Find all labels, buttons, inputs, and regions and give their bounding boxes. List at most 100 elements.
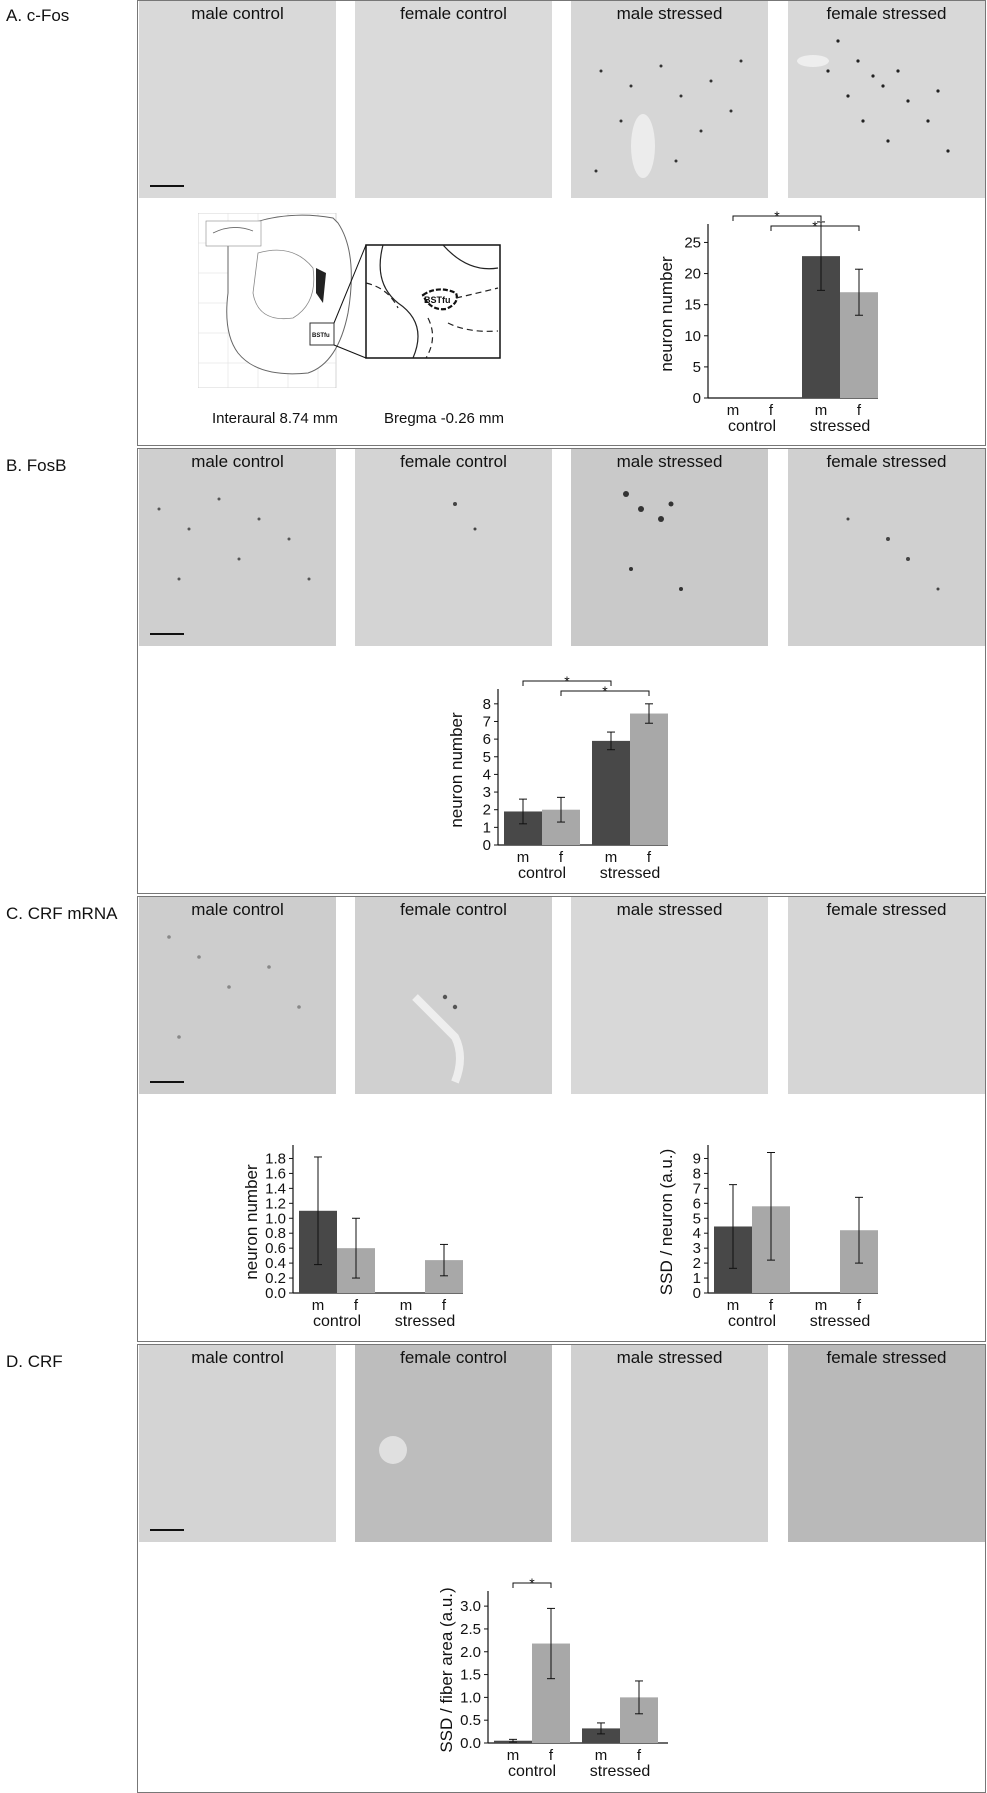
micrograph-texture bbox=[788, 897, 985, 1094]
significance-star: * bbox=[529, 1575, 535, 1591]
micrograph-male-control: male control bbox=[139, 1, 336, 198]
micrograph-texture bbox=[355, 897, 552, 1094]
micrograph-female-control: female control bbox=[355, 897, 552, 1094]
panel-label-a: A. c-Fos bbox=[6, 6, 70, 25]
image-caption: male control bbox=[191, 452, 284, 471]
micrograph-female-stressed: female stressed bbox=[788, 1345, 985, 1542]
micrograph-texture bbox=[571, 1345, 768, 1542]
y-tick-label: 0 bbox=[693, 1285, 701, 1302]
y-tick-label: 2 bbox=[693, 1255, 701, 1272]
micrograph-male-stressed: male stressed bbox=[571, 1345, 768, 1542]
y-tick-label: 1.8 bbox=[265, 1150, 286, 1167]
y-axis-label: neuron number bbox=[242, 1164, 261, 1280]
y-tick-label: 4 bbox=[693, 1225, 701, 1242]
bar bbox=[630, 713, 668, 845]
image-caption: female control bbox=[400, 1348, 507, 1367]
significance-star: * bbox=[774, 208, 780, 224]
bar bbox=[582, 1728, 620, 1743]
micrograph-female-stressed: female stressed bbox=[788, 449, 985, 646]
micrograph-male-control: male control bbox=[139, 1345, 336, 1542]
image-caption: male stressed bbox=[616, 452, 723, 471]
panel-d: male control female control male stresse… bbox=[137, 1344, 986, 1793]
group-label: control bbox=[728, 1313, 776, 1330]
micrograph-female-stressed: female stressed bbox=[788, 897, 985, 1094]
group-label: stressed bbox=[590, 1763, 650, 1780]
micrograph-texture bbox=[139, 897, 336, 1094]
y-tick-label: 3.0 bbox=[460, 1598, 481, 1615]
y-tick-label: 0.0 bbox=[460, 1735, 481, 1752]
y-tick-label: 20 bbox=[684, 266, 701, 283]
y-tick-label: 25 bbox=[684, 234, 701, 251]
y-tick-label: 0 bbox=[693, 390, 701, 407]
micrograph-texture bbox=[788, 1345, 985, 1542]
image-caption: female control bbox=[400, 452, 507, 471]
scale-bar bbox=[150, 1529, 184, 1531]
micrograph-male-stressed: male stressed bbox=[571, 897, 768, 1094]
x-tick-label: f bbox=[769, 1297, 774, 1314]
y-tick-label: 7 bbox=[483, 713, 491, 730]
y-axis-label: SSD / neuron (a.u.) bbox=[657, 1149, 676, 1295]
micrograph-male-control: male control bbox=[139, 449, 336, 646]
significance-bracket bbox=[512, 1582, 552, 1588]
y-tick-label: 5 bbox=[483, 749, 491, 766]
y-tick-label: 15 bbox=[684, 297, 701, 314]
micrograph-texture bbox=[571, 449, 768, 646]
micrograph-female-control: female control bbox=[355, 1, 552, 198]
x-tick-label: f bbox=[354, 1297, 359, 1314]
y-tick-label: 9 bbox=[693, 1150, 701, 1167]
scale-bar bbox=[150, 1081, 184, 1083]
micrograph-female-control: female control bbox=[355, 1345, 552, 1542]
significance-star: * bbox=[564, 673, 570, 689]
x-tick-label: m bbox=[507, 1747, 520, 1764]
significance-star: * bbox=[602, 683, 608, 699]
micrograph-texture bbox=[355, 1, 552, 198]
micrograph-texture bbox=[139, 449, 336, 646]
micrograph-male-stressed: male stressed bbox=[571, 449, 768, 646]
image-caption: male stressed bbox=[616, 4, 723, 23]
y-tick-label: 1.4 bbox=[265, 1180, 286, 1197]
atlas-region-label-small: BSTfu bbox=[312, 333, 330, 339]
y-tick-label: 1 bbox=[483, 819, 491, 836]
significance-bracket bbox=[522, 680, 612, 686]
panel-c: male control female control male stresse… bbox=[137, 896, 986, 1342]
panel-b: male control female control male stresse… bbox=[137, 448, 986, 894]
group-label: stressed bbox=[810, 1313, 870, 1330]
micrograph-male-stressed: male stressed bbox=[571, 1, 768, 198]
y-tick-label: 1 bbox=[693, 1270, 701, 1287]
significance-bracket bbox=[560, 690, 650, 696]
group-label: stressed bbox=[395, 1313, 455, 1330]
x-tick-label: f bbox=[559, 849, 564, 866]
y-tick-label: 0.2 bbox=[265, 1270, 286, 1287]
x-tick-label: m bbox=[595, 1747, 608, 1764]
image-caption: female stressed bbox=[826, 452, 947, 471]
x-tick-label: m bbox=[312, 1297, 325, 1314]
x-tick-label: f bbox=[647, 849, 652, 866]
micrograph-texture bbox=[571, 1, 768, 198]
y-tick-label: 0.5 bbox=[460, 1712, 481, 1729]
significance-bracket bbox=[732, 215, 822, 221]
y-tick-label: 2 bbox=[483, 802, 491, 819]
interaural-caption: Interaural 8.74 mm bbox=[212, 410, 338, 427]
y-tick-label: 3 bbox=[693, 1240, 701, 1257]
micrograph-texture bbox=[139, 1345, 336, 1542]
micrograph-texture bbox=[788, 1, 985, 198]
x-tick-label: m bbox=[727, 1297, 740, 1314]
brain-atlas-diagram: BSTfu BSTfu bbox=[198, 213, 501, 388]
group-label: control bbox=[508, 1763, 556, 1780]
scale-bar bbox=[150, 633, 184, 635]
y-tick-label: 8 bbox=[693, 1165, 701, 1182]
y-tick-label: 2.5 bbox=[460, 1621, 481, 1638]
image-caption: female control bbox=[400, 900, 507, 919]
image-caption: female control bbox=[400, 4, 507, 23]
x-tick-label: m bbox=[605, 849, 618, 866]
y-tick-label: 0.4 bbox=[265, 1255, 286, 1272]
y-tick-label: 10 bbox=[684, 328, 701, 345]
micrograph-texture bbox=[139, 1, 336, 198]
x-tick-label: m bbox=[727, 402, 740, 419]
y-tick-label: 1.2 bbox=[265, 1195, 286, 1212]
